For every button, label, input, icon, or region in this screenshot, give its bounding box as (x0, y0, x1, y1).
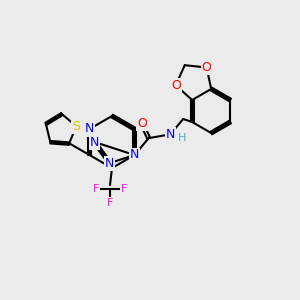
Text: N: N (90, 136, 99, 148)
Text: N: N (105, 157, 115, 169)
Text: O: O (202, 61, 212, 74)
Text: F: F (121, 184, 127, 194)
Text: F: F (93, 184, 99, 194)
Text: N: N (85, 122, 94, 136)
Text: N: N (166, 128, 175, 141)
Text: O: O (171, 79, 181, 92)
Text: F: F (107, 198, 113, 208)
Text: S: S (72, 120, 80, 133)
Text: N: N (130, 148, 139, 161)
Text: O: O (137, 117, 147, 130)
Text: H: H (178, 133, 187, 143)
